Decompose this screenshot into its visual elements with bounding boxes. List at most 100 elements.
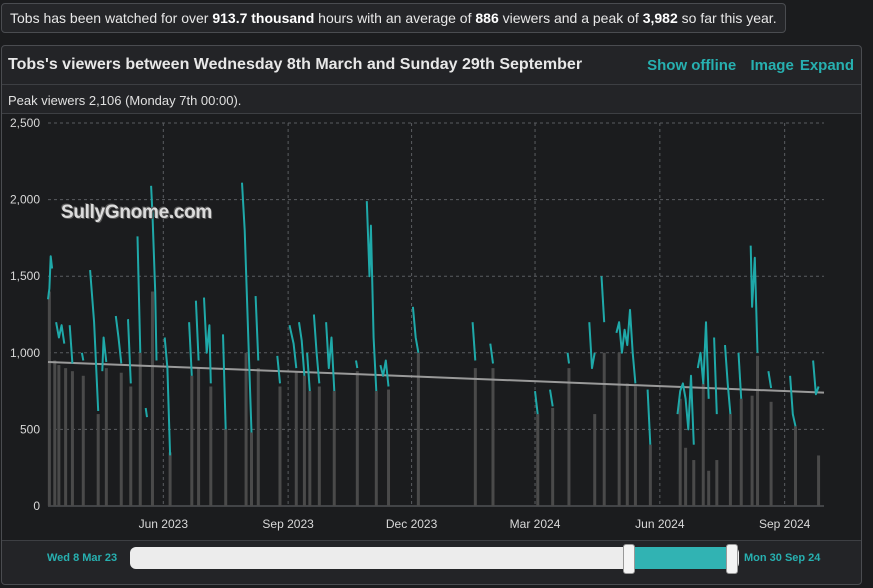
- viewers-line-segment: [749, 245, 759, 353]
- viewers-line-segment: [203, 297, 212, 384]
- viewers-line-segment: [489, 343, 494, 364]
- offline-bar: [567, 368, 571, 506]
- viewers-line-segment: [144, 407, 148, 418]
- viewers-line-segment: [615, 308, 637, 384]
- viewers-line-segment: [549, 389, 554, 407]
- viewers-line-segment: [114, 315, 123, 364]
- viewers-line-segment: [80, 352, 85, 361]
- viewers-line-segment: [812, 360, 820, 396]
- viewers-line-segment: [101, 336, 108, 372]
- summary-text: Tobs has been watched for over: [10, 10, 213, 26]
- summary-hours-value: 913.7 thousand: [212, 10, 315, 26]
- expand-link[interactable]: Expand: [799, 57, 854, 74]
- viewers-line-segment: [534, 390, 539, 415]
- viewers-line-segment: [222, 334, 227, 430]
- navigator-track[interactable]: [130, 544, 739, 574]
- viewers-line-segment: [325, 322, 336, 392]
- viewers-line-segment: [68, 325, 74, 364]
- offline-bar: [750, 395, 754, 506]
- stream-summary: Tobs has been watched for over 913.7 tho…: [1, 3, 786, 33]
- panel-title: Tobs's viewers between Wednesday 8th Mar…: [8, 56, 583, 73]
- viewers-line-segment: [312, 314, 321, 384]
- offline-bar: [209, 386, 213, 506]
- offline-bar: [701, 383, 705, 506]
- watermark-logo: SullyGnome.com: [61, 202, 213, 223]
- viewers-line-segment: [163, 337, 172, 456]
- viewers-line-segment: [588, 322, 596, 370]
- image-link[interactable]: Image: [750, 57, 794, 74]
- viewers-line-segment: [188, 322, 193, 376]
- viewers-line-segment: [254, 296, 260, 361]
- x-tick-label: Sep 2024: [759, 517, 811, 531]
- range-navigator: Wed 8 Mar 23 Mon 30 Sep 24: [2, 541, 861, 581]
- viewers-line-segment: [411, 306, 420, 353]
- navigator-end-label: Mon 30 Sep 24: [744, 552, 821, 564]
- offline-bar: [138, 352, 142, 506]
- viewers-line-segment: [696, 321, 710, 399]
- viewers-line-segment: [676, 374, 695, 445]
- navigator-selection[interactable]: [628, 547, 732, 569]
- offline-bar: [81, 375, 85, 506]
- offline-bar: [256, 368, 260, 506]
- viewers-line-segment: [789, 375, 797, 427]
- navigator-right-handle[interactable]: [726, 544, 738, 574]
- viewers-chart-panel: Tobs's viewers between Wednesday 8th Mar…: [1, 45, 862, 585]
- offline-bar: [692, 460, 696, 506]
- navigator-left-handle[interactable]: [623, 544, 635, 574]
- offline-bar: [648, 444, 652, 506]
- summary-text: viewers and a peak of: [498, 10, 643, 26]
- show-offline-link[interactable]: Show offline: [647, 57, 737, 74]
- x-tick-label: Mar 2024: [510, 517, 561, 531]
- offline-bar: [387, 389, 391, 506]
- offline-bar: [491, 368, 495, 506]
- offline-bar: [119, 372, 123, 506]
- offline-bar: [817, 455, 821, 506]
- viewers-line-segment: [365, 201, 378, 392]
- viewers-line-segment: [150, 185, 158, 361]
- offline-bar: [602, 352, 606, 506]
- viewers-line-segment: [127, 319, 132, 384]
- offline-bar: [168, 452, 172, 506]
- offline-bar: [707, 470, 711, 506]
- offline-bar: [684, 447, 688, 506]
- offline-bar: [278, 386, 282, 506]
- offline-bar: [197, 368, 201, 506]
- offline-bar: [317, 386, 321, 506]
- offline-bar: [473, 368, 477, 506]
- offline-bar: [129, 386, 133, 506]
- offline-bar: [294, 371, 298, 506]
- y-tick-label: 1,500: [10, 269, 40, 283]
- viewers-line-segment: [47, 255, 54, 300]
- offline-bar: [224, 429, 228, 506]
- offline-bar: [104, 368, 108, 506]
- viewers-line-segment: [89, 270, 100, 412]
- navigator-start-label: Wed 8 Mar 23: [47, 552, 118, 564]
- viewers-line-segment: [298, 322, 306, 376]
- offline-bar: [769, 401, 773, 506]
- offline-bar: [739, 398, 743, 506]
- offline-bar: [150, 291, 154, 506]
- offline-bar: [64, 368, 68, 506]
- offline-bar: [190, 375, 194, 506]
- offline-bar: [536, 414, 540, 506]
- viewers-chart: 0 500 1,000 1,500 2,000 2,500 Jun 2023 Sep 2023…: [10, 116, 825, 531]
- summary-peak-value: 3,982: [642, 10, 678, 26]
- x-tick-label: Jun 2024: [635, 517, 685, 531]
- viewers-line-segment: [194, 300, 200, 361]
- offline-bar: [416, 352, 420, 506]
- y-tick-label: 500: [20, 422, 40, 436]
- offline-bar: [678, 398, 682, 506]
- viewers-line-segment: [646, 389, 652, 445]
- offline-bar: [332, 391, 336, 506]
- offline-bar: [728, 414, 732, 506]
- viewers-line-segment: [724, 345, 732, 415]
- offline-bar: [374, 391, 378, 506]
- y-tick-label: 2,500: [10, 116, 40, 130]
- y-tick-label: 2,000: [10, 193, 40, 207]
- offline-bar: [593, 414, 597, 506]
- viewers-line-segment: [471, 322, 477, 361]
- offline-bar: [617, 352, 621, 506]
- viewers-line-segment: [355, 360, 359, 369]
- offline-bar: [756, 355, 760, 506]
- offline-bar: [633, 386, 637, 506]
